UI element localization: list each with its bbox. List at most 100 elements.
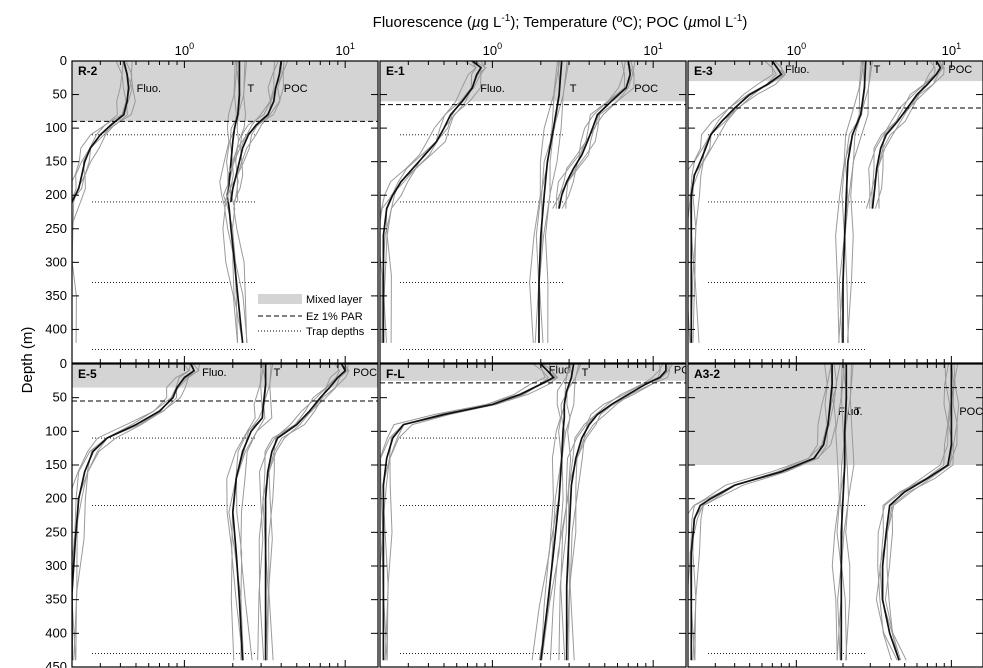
- panel-frame: [71, 363, 379, 668]
- profile-mean-fluo: [72, 364, 196, 661]
- profile-replicate-fluo: [689, 61, 786, 343]
- profile-mean-poc: [264, 364, 347, 661]
- y-tick-label: 350: [45, 592, 67, 607]
- profile-replicate-t: [541, 364, 580, 661]
- profile-mean-t: [842, 61, 867, 343]
- profile-replicate-poc: [224, 61, 275, 203]
- mixed-layer-band: [380, 61, 686, 102]
- profile-replicate-poc: [561, 61, 635, 209]
- profile-replicate-t: [235, 364, 272, 661]
- profile-replicate-t: [846, 61, 873, 343]
- curve-label-poc: POC: [634, 83, 658, 95]
- y-tick-label: 250: [45, 221, 67, 236]
- station-label: E-3: [694, 64, 713, 78]
- profile-replicate-fluo: [73, 364, 200, 661]
- curve-label-poc: POC: [674, 364, 698, 376]
- legend-mixed-layer-swatch: [258, 294, 302, 304]
- curve-label-t: T: [247, 83, 254, 95]
- profile-replicate-t: [531, 364, 570, 661]
- curve-label-poc: POC: [959, 406, 983, 418]
- y-tick-label: 100: [45, 423, 67, 438]
- profile-mean-poc: [881, 364, 953, 661]
- y-tick-label: 400: [45, 321, 67, 336]
- profile-replicate-fluo: [688, 61, 774, 171]
- mixed-layer-band: [72, 364, 378, 388]
- profile-replicate-fluo: [72, 61, 127, 202]
- y-tick-label: 50: [53, 390, 67, 405]
- profile-replicate-poc: [258, 364, 341, 661]
- curve-label-fluo: Fluo.: [480, 83, 504, 95]
- curve-label-poc: POC: [948, 64, 972, 76]
- y-tick-label: 50: [53, 87, 67, 102]
- profile-replicate-t: [231, 364, 265, 661]
- profile-replicate-poc: [236, 61, 289, 202]
- y-tick-label: 200: [45, 187, 67, 202]
- curve-label-t: T: [854, 406, 861, 418]
- profile-replicate-fluo: [382, 61, 487, 343]
- profile-mean-fluo: [72, 61, 130, 207]
- profile-replicate-poc: [569, 364, 671, 661]
- panel-frame: [379, 60, 687, 364]
- profile-replicate-fluo: [688, 364, 828, 515]
- profile-replicate-poc: [266, 364, 349, 661]
- curve-label-t: T: [570, 83, 577, 95]
- y-tick-label: 350: [45, 288, 67, 303]
- profile-replicate-poc: [257, 364, 340, 661]
- x-tick-label: 100: [175, 41, 194, 58]
- y-tick-label: 150: [45, 457, 67, 472]
- profile-replicate-poc: [871, 61, 944, 209]
- profile-replicate-poc: [884, 364, 960, 661]
- profile-replicate-t: [535, 61, 561, 343]
- panel-e-1: Fluo. T POC E-1 100 101: [379, 41, 687, 364]
- y-tick-label: 0: [60, 356, 67, 371]
- legend-trap-label: Trap depths: [306, 326, 365, 338]
- y-tick-label: 400: [45, 625, 67, 640]
- station-label: R-2: [78, 64, 98, 78]
- legend: Mixed layer Ez 1% PAR Trap depths: [258, 294, 365, 338]
- x-tick-label: 100: [787, 41, 806, 58]
- panel-frame: [687, 363, 983, 668]
- curve-label-fluo: Fluo.: [137, 83, 161, 95]
- curve-label-t: T: [582, 367, 589, 379]
- profile-mean-t: [231, 364, 267, 661]
- profile-replicate-poc: [567, 364, 673, 661]
- mixed-layer-band: [688, 364, 983, 465]
- profile-replicate-poc: [868, 61, 935, 209]
- profile-mean-poc: [230, 61, 283, 203]
- legend-mixed-layer-label: Mixed layer: [306, 294, 363, 306]
- profile-mean-fluo: [382, 61, 483, 343]
- mixed-layer-band: [380, 364, 686, 381]
- station-label: E-5: [78, 367, 97, 381]
- station-label: A3-2: [694, 367, 720, 381]
- profile-replicate-t: [226, 364, 262, 661]
- profile-mean-poc: [871, 61, 942, 209]
- mixed-layer-band: [688, 61, 983, 82]
- profile-mean-t: [539, 364, 575, 661]
- profile-mean-fluo: [382, 364, 555, 661]
- profile-replicate-fluo: [72, 364, 195, 661]
- mixed-layer-band: [72, 61, 378, 122]
- profile-replicate-t: [544, 61, 570, 343]
- profile-replicate-fluo: [380, 61, 477, 343]
- profile-mean-poc: [558, 61, 632, 209]
- profile-replicate-fluo: [694, 364, 841, 661]
- y-tick-label: 150: [45, 154, 67, 169]
- x-tick-label: 101: [643, 41, 662, 58]
- profile-replicate-t: [233, 61, 248, 343]
- panel-plot-area: Fluo. T POC: [72, 61, 378, 351]
- profile-replicate-t: [845, 364, 855, 661]
- profile-replicate-fluo: [380, 364, 546, 461]
- profile-replicate-fluo: [386, 364, 559, 661]
- y-tick-label: 100: [45, 120, 67, 135]
- curve-label-fluo: Fluo.: [785, 64, 809, 76]
- panel-e-5: Fluo. T POC E-5 0 50 100 150 200 250 300 350 400 450: [45, 356, 379, 668]
- curve-label-t: T: [874, 64, 881, 76]
- curve-label-poc: POC: [284, 83, 308, 95]
- panel-frame: [71, 60, 379, 364]
- profile-replicate-poc: [877, 61, 944, 209]
- curve-label-fluo: Fluo.: [202, 367, 226, 379]
- profile-mean-t: [538, 61, 563, 343]
- profile-mean-fluo: [690, 61, 783, 343]
